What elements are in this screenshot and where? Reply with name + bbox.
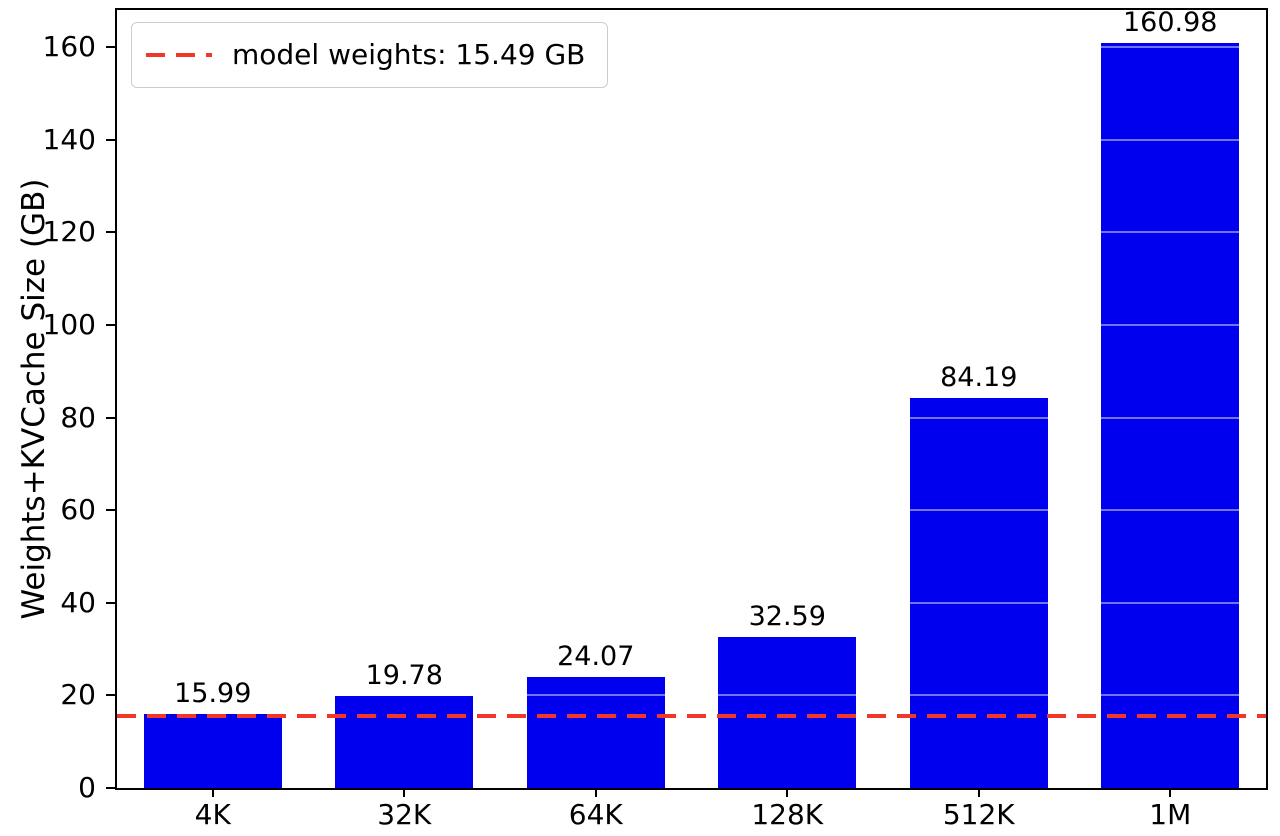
- y-tick-label: 0: [78, 771, 96, 804]
- bar-value-label: 15.99: [174, 677, 252, 709]
- gridline: [117, 509, 1266, 512]
- plot-area: model weights: 15.49 GB 15.99 19.78 24.07 3…: [115, 6, 1268, 790]
- y-tick-mark: [106, 787, 115, 789]
- y-tick-mark: [106, 416, 115, 419]
- x-tick-mark: [211, 790, 214, 797]
- bar: [1101, 42, 1239, 788]
- y-tick-label: 160: [42, 30, 96, 64]
- gridline: [117, 138, 1266, 141]
- y-tick-label: 100: [42, 307, 96, 341]
- x-tick-label: 1M: [1149, 798, 1192, 831]
- x-tick-mark: [1169, 790, 1172, 797]
- y-tick-mark: [106, 46, 115, 49]
- x-tick-mark: [977, 790, 980, 797]
- bar: [718, 637, 856, 788]
- bar-value-label: 160.98: [1123, 6, 1218, 38]
- x-tick-label: 64K: [568, 798, 623, 831]
- bar-value-label: 84.19: [940, 362, 1018, 394]
- gridline: [117, 601, 1266, 604]
- bar: [527, 676, 665, 788]
- gridline: [117, 416, 1266, 419]
- y-tick-mark: [106, 601, 115, 604]
- y-tick-mark: [106, 323, 115, 326]
- x-tick-mark: [786, 790, 789, 797]
- legend-dash-sample: [146, 53, 212, 57]
- y-tick-mark: [106, 138, 115, 141]
- y-tick-label: 80: [60, 400, 96, 434]
- bar: [144, 713, 282, 788]
- y-tick-label: 120: [42, 215, 96, 249]
- y-tick-label: 20: [60, 678, 96, 712]
- legend-label: model weights: 15.49 GB: [232, 38, 586, 71]
- legend: model weights: 15.49 GB: [131, 22, 609, 88]
- y-tick-mark: [106, 231, 115, 234]
- y-tick-label: 60: [60, 493, 96, 527]
- threshold-line: [117, 714, 1266, 719]
- x-tick-mark: [594, 790, 597, 797]
- bar: [335, 696, 473, 788]
- bar-value-label: 19.78: [365, 660, 443, 692]
- gridline: [117, 694, 1266, 697]
- gridline: [117, 323, 1266, 326]
- x-tick-label: 32K: [377, 798, 432, 831]
- gridline: [117, 46, 1266, 49]
- y-tick-label: 140: [42, 122, 96, 156]
- x-tick-label: 128K: [751, 798, 824, 831]
- y-tick-mark: [106, 509, 115, 512]
- bar: [910, 398, 1048, 788]
- x-tick-label: 4K: [194, 798, 231, 831]
- bar-value-label: 24.07: [557, 640, 635, 672]
- bar-value-label: 32.59: [748, 601, 826, 633]
- x-tick-label: 512K: [942, 798, 1015, 831]
- gridline: [117, 231, 1266, 234]
- y-tick-label: 40: [60, 585, 96, 619]
- x-tick-mark: [403, 790, 406, 797]
- y-tick-mark: [106, 694, 115, 697]
